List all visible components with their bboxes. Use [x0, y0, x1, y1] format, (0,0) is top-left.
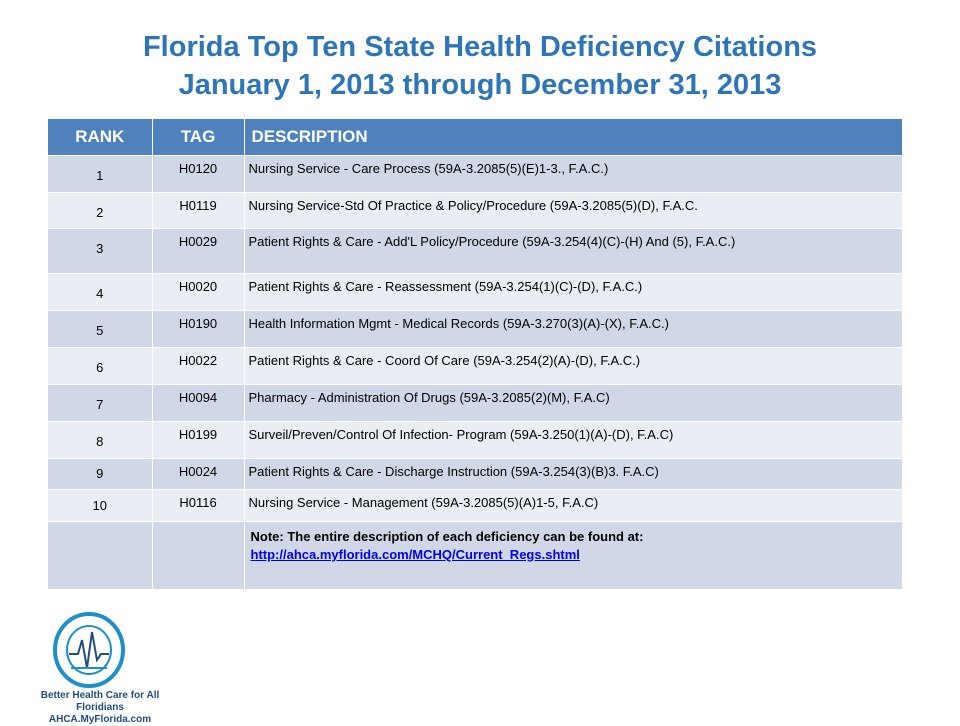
description-cell: Patient Rights & Care - Add'L Policy/Pro…: [244, 228, 903, 274]
rank-cell: 8: [48, 421, 153, 459]
tag-cell: H0119: [152, 192, 245, 229]
table-row: 10 H0116 Nursing Service - Management (5…: [48, 489, 903, 522]
ahca-seal-icon: [53, 612, 125, 688]
tagline-line-1: Better Health Care for All Floridians: [40, 690, 160, 713]
tag-cell: H0190: [152, 310, 245, 348]
description-cell: Patient Rights & Care - Coord Of Care (5…: [244, 347, 903, 385]
table-row: 1 H0120 Nursing Service - Care Process (…: [48, 155, 903, 193]
table-row: 8 H0199 Surveil/Preven/Control Of Infect…: [48, 421, 903, 459]
tag-cell: H0020: [152, 273, 245, 311]
description-cell: Pharmacy - Administration Of Drugs (59A-…: [244, 384, 903, 422]
table-row: 5 H0190 Health Information Mgmt - Medica…: [48, 310, 903, 348]
ahca-logo: Better Health Care for All Floridians AH…: [30, 610, 210, 725]
deficiency-table: RANK TAG DESCRIPTION 1 H0120 Nursing Ser…: [48, 119, 903, 589]
table-row: 2 H0119 Nursing Service-Std Of Practice …: [48, 192, 903, 229]
rank-cell: 1: [48, 155, 153, 193]
tag-cell: H0022: [152, 347, 245, 385]
description-cell: Patient Rights & Care - Discharge Instru…: [244, 458, 903, 490]
note-empty-cell: [48, 521, 153, 589]
rank-cell: 6: [48, 347, 153, 385]
description-cell: Patient Rights & Care - Reassessment (59…: [244, 273, 903, 311]
header-description: DESCRIPTION: [244, 119, 903, 156]
page-title: Florida Top Ten State Health Deficiency …: [0, 28, 960, 104]
note-text: Note: The entire description of each def…: [250, 529, 644, 544]
rank-cell: 10: [48, 489, 153, 522]
description-cell: Health Information Mgmt - Medical Record…: [244, 310, 903, 348]
header-tag: TAG: [152, 119, 245, 156]
table-row: 9 H0024 Patient Rights & Care - Discharg…: [48, 458, 903, 490]
note-row: Note: The entire description of each def…: [48, 521, 903, 589]
tag-cell: H0116: [152, 489, 245, 522]
rank-cell: 3: [48, 228, 153, 274]
title-line-1: Florida Top Ten State Health Deficiency …: [142, 31, 818, 63]
table-header-row: RANK TAG DESCRIPTION: [48, 119, 903, 156]
header-rank: RANK: [48, 119, 153, 156]
table-row: 7 H0094 Pharmacy - Administration Of Dru…: [48, 384, 903, 422]
tag-cell: H0120: [152, 155, 245, 193]
rank-cell: 5: [48, 310, 153, 348]
logo-tagline: Better Health Care for All Floridians AH…: [30, 690, 170, 726]
table-row: 3 H0029 Patient Rights & Care - Add'L Po…: [48, 228, 903, 274]
table-row: 4 H0020 Patient Rights & Care - Reassess…: [48, 273, 903, 311]
tag-cell: H0024: [152, 458, 245, 490]
note-cell: Note: The entire description of each def…: [244, 521, 903, 589]
description-cell: Nursing Service-Std Of Practice & Policy…: [244, 192, 903, 229]
tag-cell: H0094: [152, 384, 245, 422]
rank-cell: 7: [48, 384, 153, 422]
rank-cell: 2: [48, 192, 153, 229]
description-cell: Surveil/Preven/Control Of Infection- Pro…: [244, 421, 903, 459]
tag-cell: H0199: [152, 421, 245, 459]
rank-cell: 4: [48, 273, 153, 311]
rank-cell: 9: [48, 458, 153, 490]
description-cell: Nursing Service - Management (59A-3.2085…: [244, 489, 903, 522]
title-line-2: January 1, 2013 through December 31, 201…: [178, 69, 782, 101]
regulations-link[interactable]: http://ahca.myflorida.com/MCHQ/Current_R…: [250, 547, 580, 562]
tagline-line-2: AHCA.MyFlorida.com: [48, 714, 152, 725]
table-row: 6 H0022 Patient Rights & Care - Coord Of…: [48, 347, 903, 385]
description-cell: Nursing Service - Care Process (59A-3.20…: [244, 155, 903, 193]
note-empty-cell: [152, 521, 245, 589]
tag-cell: H0029: [152, 228, 245, 274]
